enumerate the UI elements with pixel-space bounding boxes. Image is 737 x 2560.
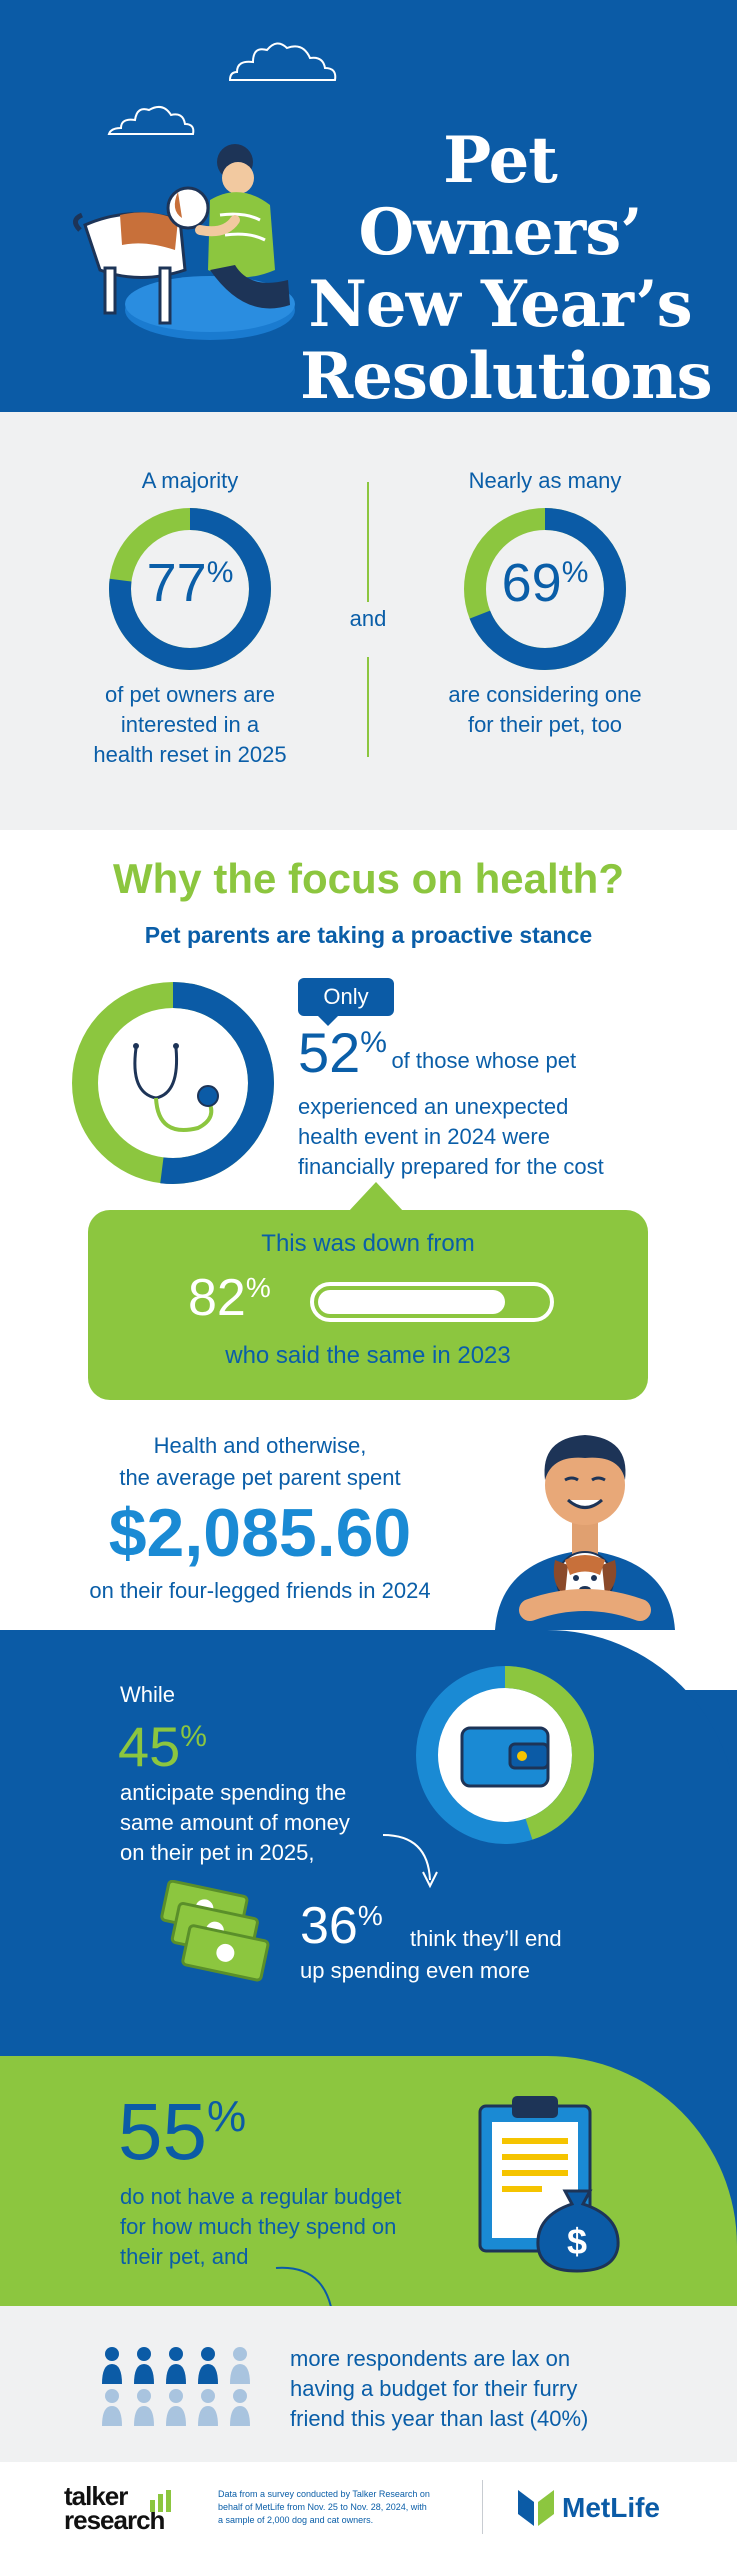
ring-chart-77 [109,508,271,670]
bar-logo-icon [150,2490,171,2512]
avg-spend-outro: on their four-legged friends in 2024 [89,1578,431,1603]
section-heading: Why the focus on health? [113,855,624,902]
avg-spend-amount: $2,085.60 [108,1495,412,1571]
arrow-icon [382,1834,438,1889]
stat-description: are considering one for their pet, too [448,682,642,737]
survey-note: Data from a survey conducted by Talker R… [218,2489,430,2525]
only-badge: Only [298,978,394,1016]
stat-description: experienced an unexpected health event i… [298,1094,604,1179]
svg-text:$: $ [567,2221,587,2262]
stethoscope-icon [133,1043,219,1132]
talker-research-logo: talker research [64,2481,165,2535]
ring-chart-52 [72,982,274,1184]
badge-pointer [318,1016,338,1026]
stat-description: do not have a regular budget for how muc… [120,2184,402,2269]
callout-value: 82% [188,1269,271,1327]
title-line: Resolutions [300,339,713,413]
ring-chart-69 [464,508,626,670]
ring-chart-45 [416,1666,594,1844]
clipboard-budget-icon: $ [478,2096,620,2273]
stat-label: Nearly as many [468,468,622,493]
stat-value: 45% [118,1715,207,1778]
title-line: Pet Owners’ [358,123,642,270]
spend-lead: While [120,1682,176,1707]
metlife-logo-text: MetLife [562,2492,660,2523]
stat-description: think they’ll end [410,1926,562,1951]
header-section: Pet Owners’ New Year’s Resolutions [0,0,737,412]
stat-value: 69% [501,553,589,613]
stats-section: A majority 77% of pet owners are interes… [0,412,737,830]
money-stack-icon [160,1880,270,1982]
stat-value: 52% [298,1021,387,1084]
divider [482,2480,483,2534]
arrow-icon [275,2266,332,2306]
wallet-icon [460,1726,550,1788]
man-with-puppy-illustration [495,1435,675,1630]
people-grid-icon [102,2347,250,2426]
stat-value: 36% [300,1897,383,1955]
stat-description: anticipate spending the same amount of m… [120,1780,350,1865]
metlife-logo-icon [518,2490,554,2526]
stat-description: up spending even more [300,1958,530,1983]
callout-pointer [348,1182,404,1212]
callout-box: This was down from 82% who said the same… [88,1210,648,1400]
callout-text: This was down from [261,1230,475,1257]
divider [367,657,369,757]
spending-section: While 45% anticipate spending the same a… [0,1630,737,2056]
lax-budget-section: more respondents are lax on having a bud… [0,2306,737,2462]
cloud-icon [228,42,337,81]
cloud-icon [107,105,195,135]
title-line: New Year’s [308,267,692,342]
divider [367,482,369,602]
callout-text: who said the same in 2023 [225,1342,511,1369]
page-title: Pet Owners’ New Year’s Resolutions [300,123,713,413]
budget-bg [0,2056,737,2306]
pet-owner-illustration [73,144,295,340]
stat-value: 77% [146,553,234,613]
connector-text: and [349,606,387,631]
stat-label: A majority [141,468,239,493]
health-focus-section: Why the focus on health? Pet parents are… [0,830,737,1630]
budget-section: 55% do not have a regular budget for how… [0,2056,737,2306]
stat-52: 52% of those whose pet [298,1021,577,1084]
lax-description: more respondents are lax on having a bud… [290,2346,589,2431]
avg-spend-intro: Health and otherwise, the average pet pa… [119,1433,401,1490]
spend-bg [0,1630,737,2056]
footer: talker research Data from a survey condu… [0,2462,737,2560]
progress-fill [318,1290,505,1314]
progress-bar [310,1282,554,1322]
stat-value: 55% [118,2087,247,2176]
section-subheading: Pet parents are taking a proactive stanc… [144,922,593,948]
stat-description: of pet owners are interested in a health… [93,682,287,767]
